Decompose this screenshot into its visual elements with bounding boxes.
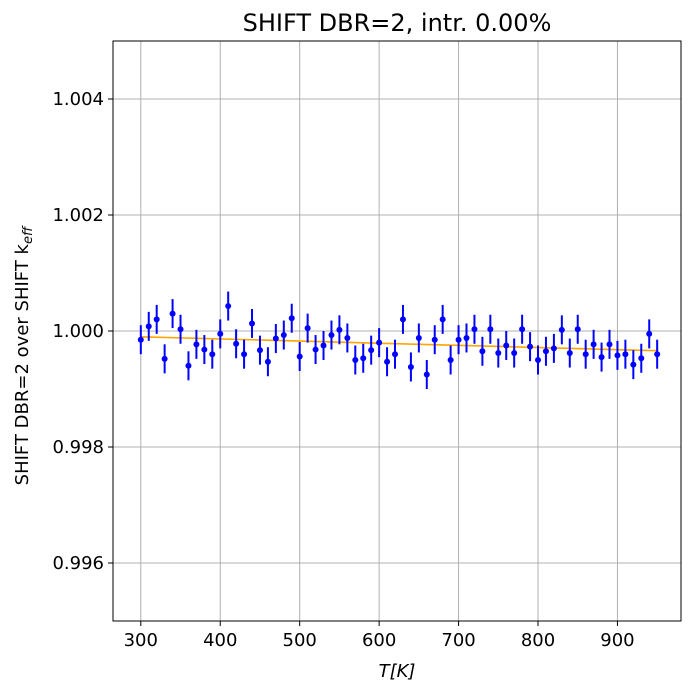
data-point bbox=[225, 303, 232, 310]
data-point bbox=[320, 342, 327, 349]
data-point bbox=[256, 347, 263, 354]
data-point bbox=[392, 351, 399, 358]
data-point bbox=[606, 341, 613, 348]
data-point bbox=[471, 326, 478, 333]
data-point bbox=[336, 326, 343, 333]
fit-line bbox=[140, 336, 658, 352]
x-tick-label: 500 bbox=[283, 630, 317, 651]
data-point bbox=[233, 340, 240, 347]
data-point bbox=[654, 351, 661, 358]
data-point bbox=[360, 355, 367, 362]
data-point bbox=[479, 348, 486, 355]
data-point bbox=[495, 350, 502, 357]
data-point bbox=[423, 371, 430, 378]
y-tick-label: 1.004 bbox=[52, 89, 104, 110]
data-point bbox=[511, 350, 518, 357]
data-points bbox=[137, 291, 661, 389]
data-point bbox=[209, 351, 216, 358]
x-axis-ticks: 300 400 500 600 700 800 900 bbox=[124, 621, 635, 651]
data-point bbox=[598, 354, 605, 361]
data-point bbox=[630, 361, 637, 368]
data-point bbox=[304, 325, 311, 332]
data-point bbox=[574, 326, 581, 333]
data-point bbox=[161, 355, 168, 362]
data-point bbox=[582, 351, 589, 358]
data-point bbox=[169, 310, 176, 317]
data-point bbox=[399, 316, 406, 323]
data-point bbox=[431, 336, 438, 343]
x-tick-label: 900 bbox=[600, 630, 634, 651]
data-point bbox=[384, 358, 391, 365]
data-point bbox=[487, 326, 494, 333]
x-tick-label: 600 bbox=[362, 630, 396, 651]
data-point bbox=[296, 353, 303, 360]
data-point bbox=[280, 332, 287, 339]
data-point bbox=[527, 343, 534, 350]
data-point bbox=[503, 342, 510, 349]
y-tick-label: 0.996 bbox=[52, 553, 104, 574]
data-point bbox=[439, 316, 446, 323]
data-point bbox=[241, 351, 248, 358]
data-point bbox=[177, 326, 184, 333]
data-point bbox=[550, 345, 557, 352]
data-point bbox=[622, 351, 629, 358]
x-tick-label: 800 bbox=[521, 630, 555, 651]
x-tick-label: 700 bbox=[441, 630, 475, 651]
data-point bbox=[566, 350, 573, 357]
data-point bbox=[344, 334, 351, 341]
data-point bbox=[590, 341, 597, 348]
data-point bbox=[368, 347, 375, 354]
data-point bbox=[638, 355, 645, 362]
data-point bbox=[201, 346, 208, 353]
y-tick-label: 0.998 bbox=[52, 437, 104, 458]
y-axis-label-sub: eff bbox=[21, 225, 36, 244]
data-point bbox=[407, 363, 414, 370]
y-tick-label: 1.000 bbox=[52, 321, 104, 342]
data-point bbox=[272, 335, 279, 342]
x-axis-label: T[K] bbox=[379, 661, 416, 682]
fit-line-group bbox=[140, 336, 658, 352]
data-point bbox=[614, 352, 621, 359]
x-tick-label: 300 bbox=[124, 630, 158, 651]
data-point bbox=[193, 341, 200, 348]
data-point bbox=[185, 362, 192, 369]
chart-title: SHIFT DBR=2, intr. 0.00% bbox=[243, 9, 552, 37]
data-point bbox=[249, 320, 256, 327]
data-point bbox=[217, 330, 224, 337]
data-point bbox=[558, 326, 565, 333]
y-axis-label: SHIFT DBR=2 over SHIFT keff bbox=[12, 225, 36, 485]
data-point bbox=[312, 346, 319, 353]
data-point bbox=[376, 339, 383, 346]
data-point bbox=[137, 336, 144, 343]
x-tick-label: 400 bbox=[203, 630, 237, 651]
data-point bbox=[519, 326, 526, 333]
data-point bbox=[542, 348, 549, 355]
data-point bbox=[264, 358, 271, 365]
data-point bbox=[145, 323, 152, 330]
data-point bbox=[288, 315, 295, 322]
data-point bbox=[535, 357, 542, 363]
y-axis-ticks: 0.996 0.998 1.000 1.002 1.004 bbox=[52, 89, 113, 574]
data-point bbox=[463, 334, 470, 341]
data-point bbox=[352, 357, 359, 363]
data-point bbox=[415, 334, 422, 341]
data-point bbox=[447, 357, 454, 363]
data-point bbox=[455, 336, 462, 343]
y-tick-label: 1.002 bbox=[52, 205, 104, 226]
data-point bbox=[646, 330, 653, 337]
y-axis-label-main: SHIFT DBR=2 over SHIFT k bbox=[12, 243, 33, 485]
data-point bbox=[328, 332, 335, 339]
data-point bbox=[153, 316, 160, 323]
